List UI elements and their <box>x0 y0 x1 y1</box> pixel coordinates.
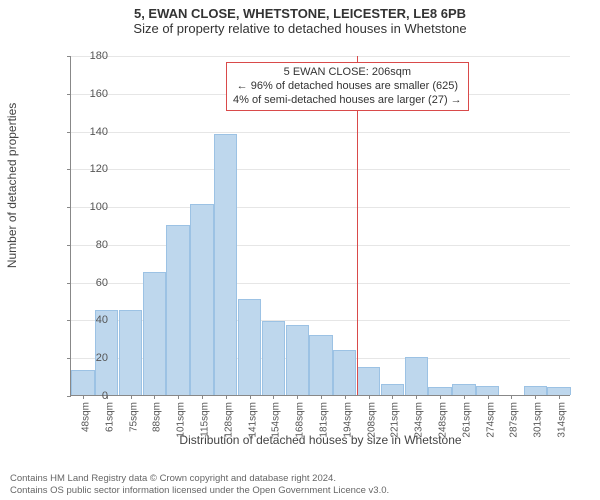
xtick-mark <box>511 395 512 399</box>
xtick-mark <box>226 395 227 399</box>
histogram-bar <box>452 384 475 395</box>
xtick-mark <box>131 395 132 399</box>
xtick-label: 48sqm <box>80 402 91 432</box>
chart-container: Number of detached properties Distributi… <box>38 50 582 440</box>
ytick-label: 100 <box>78 201 108 213</box>
ytick-mark <box>67 245 71 246</box>
histogram-bar <box>428 387 451 395</box>
xtick-label: 234sqm <box>414 402 425 438</box>
histogram-bar <box>476 386 499 395</box>
chart-title-line2: Size of property relative to detached ho… <box>10 21 590 36</box>
xtick-label: 88sqm <box>152 402 163 432</box>
histogram-bar <box>357 367 380 395</box>
histogram-bar <box>166 225 189 395</box>
xtick-label: 128sqm <box>223 402 234 438</box>
gridline <box>71 56 570 57</box>
xtick-label: 248sqm <box>438 402 449 438</box>
gridline <box>71 245 570 246</box>
ytick-label: 40 <box>78 314 108 326</box>
xtick-mark <box>392 395 393 399</box>
histogram-bar <box>547 387 570 395</box>
xtick-label: 261sqm <box>461 402 472 438</box>
histogram-bar <box>238 299 261 395</box>
callout-line3: 4% of semi-detached houses are larger (2… <box>233 94 462 108</box>
xtick-mark <box>464 395 465 399</box>
ytick-mark <box>67 320 71 321</box>
ytick-label: 140 <box>78 126 108 138</box>
xtick-mark <box>345 395 346 399</box>
histogram-bar <box>309 335 332 395</box>
histogram-bar <box>214 134 237 395</box>
ytick-mark <box>67 94 71 95</box>
histogram-bar <box>262 321 285 395</box>
xtick-label: 221sqm <box>390 402 401 438</box>
callout-line1: 5 EWAN CLOSE: 206sqm <box>233 66 462 80</box>
histogram-bar <box>381 384 404 395</box>
xtick-mark <box>178 395 179 399</box>
ytick-mark <box>67 169 71 170</box>
ytick-mark <box>67 396 71 397</box>
plot-area: Distribution of detached houses by size … <box>70 56 570 396</box>
ytick-mark <box>67 207 71 208</box>
chart-title-block: 5, EWAN CLOSE, WHETSTONE, LEICESTER, LE8… <box>0 0 600 38</box>
footer-line1: Contains HM Land Registry data © Crown c… <box>10 473 590 484</box>
reference-callout: 5 EWAN CLOSE: 206sqm← 96% of detached ho… <box>226 62 469 111</box>
histogram-bar <box>143 272 166 395</box>
xtick-mark <box>488 395 489 399</box>
ytick-label: 80 <box>78 239 108 251</box>
histogram-bar <box>119 310 142 395</box>
xtick-label: 61sqm <box>104 402 115 432</box>
histogram-bar <box>405 357 428 395</box>
xtick-label: 194sqm <box>342 402 353 438</box>
xtick-label: 168sqm <box>295 402 306 438</box>
ytick-mark <box>67 358 71 359</box>
xtick-label: 274sqm <box>485 402 496 438</box>
histogram-bar <box>286 325 309 395</box>
xtick-mark <box>440 395 441 399</box>
xtick-mark <box>273 395 274 399</box>
histogram-bar <box>524 386 547 395</box>
ytick-mark <box>67 132 71 133</box>
xtick-mark <box>250 395 251 399</box>
ytick-label: 180 <box>78 50 108 62</box>
ytick-mark <box>67 56 71 57</box>
xtick-label: 287sqm <box>509 402 520 438</box>
xtick-label: 115sqm <box>199 402 210 437</box>
ytick-label: 120 <box>78 163 108 175</box>
ytick-label: 60 <box>78 277 108 289</box>
xtick-mark <box>416 395 417 399</box>
xtick-label: 154sqm <box>271 402 282 438</box>
xtick-label: 314sqm <box>557 402 568 438</box>
histogram-bar <box>190 204 213 395</box>
ytick-mark <box>67 283 71 284</box>
xtick-mark <box>369 395 370 399</box>
xtick-label: 101sqm <box>176 402 187 438</box>
ytick-label: 0 <box>78 390 108 402</box>
xtick-label: 301sqm <box>533 402 544 438</box>
gridline <box>71 132 570 133</box>
y-axis-label: Number of detached properties <box>5 103 19 268</box>
histogram-bar <box>333 350 356 395</box>
xtick-mark <box>202 395 203 399</box>
xtick-label: 75sqm <box>128 402 139 432</box>
ytick-label: 20 <box>78 352 108 364</box>
xtick-mark <box>535 395 536 399</box>
xtick-mark <box>154 395 155 399</box>
xtick-mark <box>321 395 322 399</box>
gridline <box>71 207 570 208</box>
chart-title-line1: 5, EWAN CLOSE, WHETSTONE, LEICESTER, LE8… <box>10 6 590 21</box>
ytick-label: 160 <box>78 88 108 100</box>
footer-attribution: Contains HM Land Registry data © Crown c… <box>10 473 590 496</box>
xtick-label: 141sqm <box>247 402 258 438</box>
xtick-mark <box>559 395 560 399</box>
xtick-mark <box>297 395 298 399</box>
footer-line2: Contains OS public sector information li… <box>10 485 590 496</box>
gridline <box>71 169 570 170</box>
xtick-label: 208sqm <box>366 402 377 438</box>
callout-line2: ← 96% of detached houses are smaller (62… <box>233 80 462 94</box>
xtick-label: 181sqm <box>319 402 330 438</box>
